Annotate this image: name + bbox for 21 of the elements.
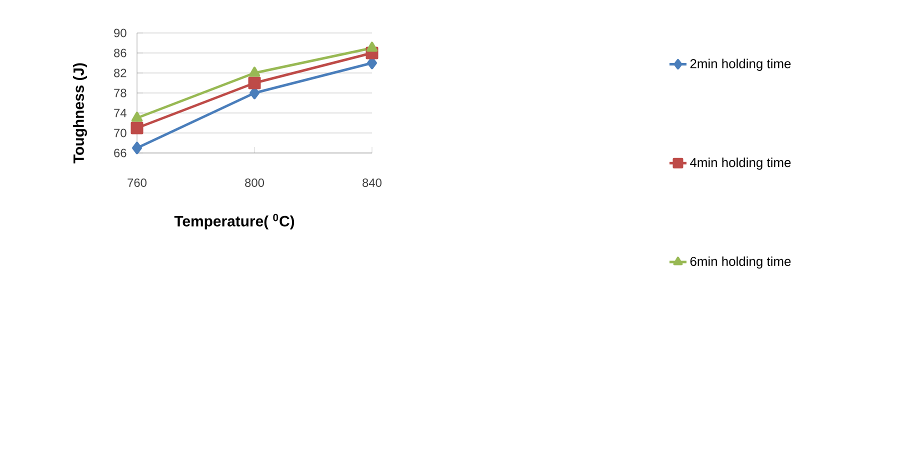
y-tick-label: 74 <box>114 108 126 118</box>
legend-label: 6min holding time <box>690 256 791 269</box>
x-tick-label: 800 <box>245 178 264 187</box>
legend-label: 4min holding time <box>690 158 791 170</box>
point <box>130 122 144 134</box>
y-tick-label: 82 <box>114 68 126 78</box>
y-tick-label: 86 <box>114 48 126 58</box>
point <box>131 112 143 122</box>
y-tick-label: 70 <box>114 128 126 138</box>
y-axis-title: Toughness (J) <box>72 63 87 164</box>
legend-label: 2min holding time <box>690 58 791 71</box>
x-tick-label: 760 <box>128 178 147 187</box>
y-tick-label: 66 <box>114 148 126 158</box>
point <box>248 76 261 90</box>
point <box>366 42 378 52</box>
point <box>248 66 260 77</box>
x-axis-title: Temperature( $^{0}$C) <box>174 214 294 230</box>
x-tick-label: 840 <box>362 178 382 187</box>
y-tick-label: 90 <box>114 28 126 38</box>
point <box>132 142 142 154</box>
y-tick-label: 78 <box>114 88 126 98</box>
